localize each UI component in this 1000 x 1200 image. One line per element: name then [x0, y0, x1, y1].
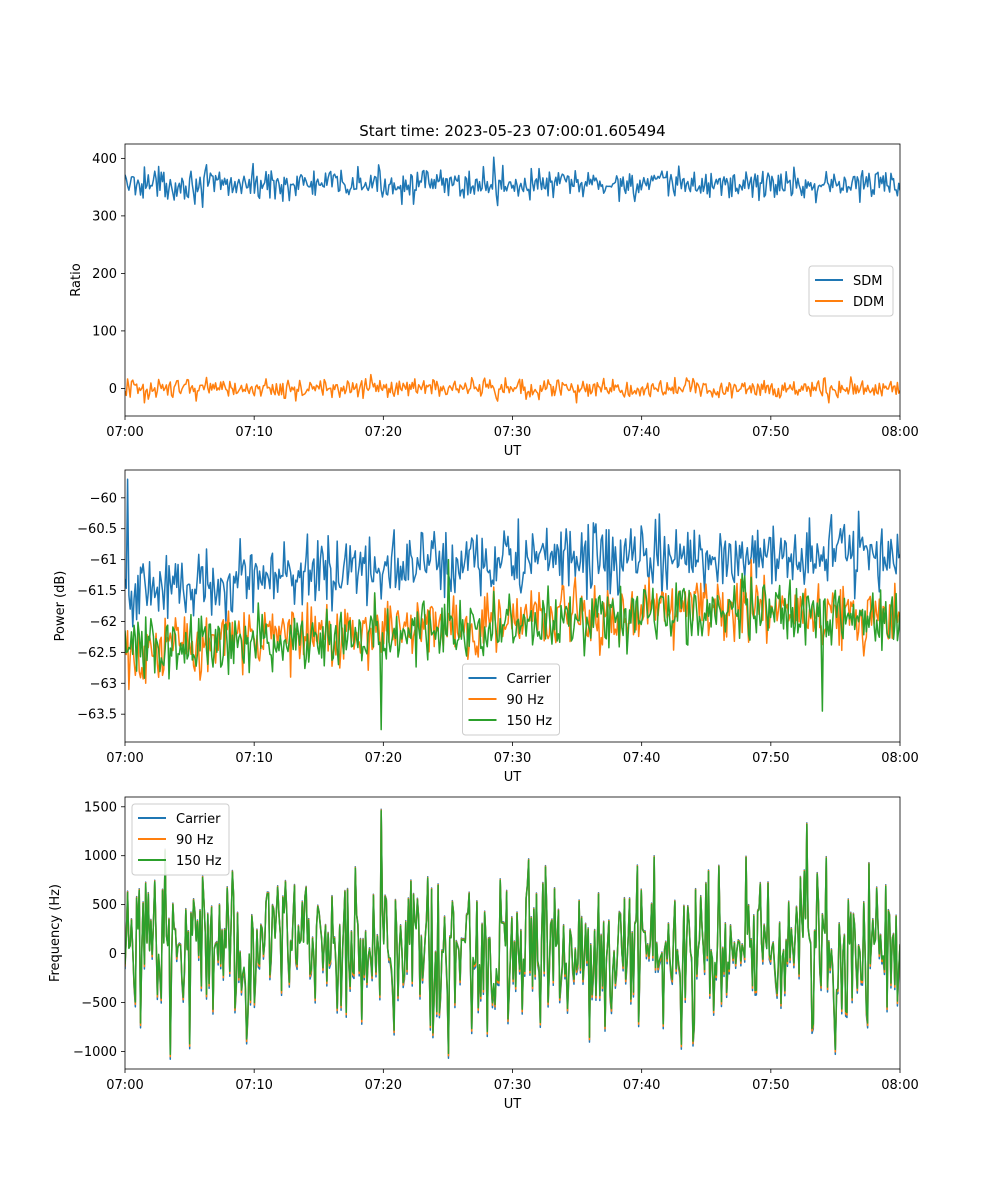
x-tick-label: 07:10 [235, 751, 272, 766]
chart-panel-2: 07:00 07:10 07:20 07:30 07:40 07:50 08:00 −63.5… [53, 469, 919, 785]
legend-box [462, 663, 560, 736]
legend-label: Carrier [507, 672, 552, 687]
legend-label: 150 Hz [176, 854, 222, 869]
legend: Carrier 90 Hz 150 Hz [131, 803, 230, 876]
series-line-sdm [125, 156, 900, 209]
x-tick-label: 07:10 [235, 425, 272, 440]
y-tick-label: −60.5 [77, 522, 117, 537]
y-tick-label: −62 [90, 615, 117, 630]
y-tick-label: −62.5 [77, 646, 117, 661]
y-tick-label: −1000 [73, 1045, 117, 1060]
legend-label: 150 Hz [507, 714, 553, 729]
legend-label: 90 Hz [507, 693, 544, 708]
y-tick-label: 500 [92, 898, 117, 913]
x-tick-label: 07:30 [494, 425, 531, 440]
y-tick-label: −60 [90, 491, 117, 506]
y-tick-label: 0 [109, 947, 117, 962]
x-axis-label: UT [504, 444, 522, 459]
x-tick-label: 07:20 [365, 425, 402, 440]
chart-panel-3: 07:00 07:10 07:20 07:30 07:40 07:50 08:00 −1000… [48, 796, 919, 1112]
chart-panel-1: 07:00 07:10 07:20 07:30 07:40 07:50 08:00 0 100 2… [69, 122, 919, 459]
x-tick-label: 07:50 [752, 1078, 789, 1093]
y-tick-label: −500 [81, 996, 117, 1011]
series-line-150-hz [125, 809, 900, 1056]
y-tick-label: 1500 [84, 800, 117, 815]
x-tick-label: 07:40 [623, 425, 660, 440]
series-line-carrier [125, 478, 900, 628]
y-axis-label: Ratio [69, 263, 84, 296]
x-tick-label: 07:30 [494, 751, 531, 766]
legend-label: SDM [853, 274, 882, 289]
x-tick-label: 07:30 [494, 1078, 531, 1093]
x-tick-label: 07:50 [752, 751, 789, 766]
y-tick-label: 300 [92, 209, 117, 224]
series-line-ddm [125, 373, 900, 404]
legend-label: Carrier [176, 812, 221, 827]
legend-box [131, 803, 230, 876]
chart-title: Start time: 2023-05-23 07:00:01.605494 [359, 122, 665, 140]
y-tick-label: −61 [90, 553, 117, 568]
x-tick-label: 07:20 [365, 1078, 402, 1093]
x-tick-label: 08:00 [881, 1078, 918, 1093]
x-tick-label: 07:10 [235, 1078, 272, 1093]
x-tick-label: 07:40 [623, 1078, 660, 1093]
legend: Carrier 90 Hz 150 Hz [462, 663, 560, 736]
y-axis-label: Power (dB) [53, 571, 68, 642]
x-axis-label: UT [504, 1097, 522, 1112]
y-tick-label: 1000 [84, 849, 117, 864]
y-tick-label: −63 [90, 677, 117, 692]
y-axis-label: Frequency (Hz) [48, 884, 63, 982]
chart-panels: 07:00 07:10 07:20 07:30 07:40 07:50 08:00 0 100 2… [48, 122, 919, 1112]
x-axis-label: UT [504, 770, 522, 785]
y-tick-label: 200 [92, 267, 117, 282]
x-tick-label: 07:00 [106, 1078, 143, 1093]
legend: SDM DDM [808, 265, 894, 317]
x-tick-label: 07:40 [623, 751, 660, 766]
y-tick-label: −63.5 [77, 708, 117, 723]
x-tick-label: 08:00 [881, 425, 918, 440]
legend-box [808, 265, 894, 317]
legend-label: DDM [853, 295, 884, 310]
y-tick-label: −61.5 [77, 584, 117, 599]
x-tick-label: 07:50 [752, 425, 789, 440]
x-tick-label: 08:00 [881, 751, 918, 766]
y-tick-label: 0 [109, 382, 117, 397]
series-line-150-hz [125, 558, 900, 731]
y-tick-label: 100 [92, 324, 117, 339]
legend-label: 90 Hz [176, 833, 213, 848]
x-tick-label: 07:00 [106, 751, 143, 766]
x-tick-label: 07:20 [365, 751, 402, 766]
x-tick-label: 07:00 [106, 425, 143, 440]
y-tick-label: 400 [92, 152, 117, 167]
